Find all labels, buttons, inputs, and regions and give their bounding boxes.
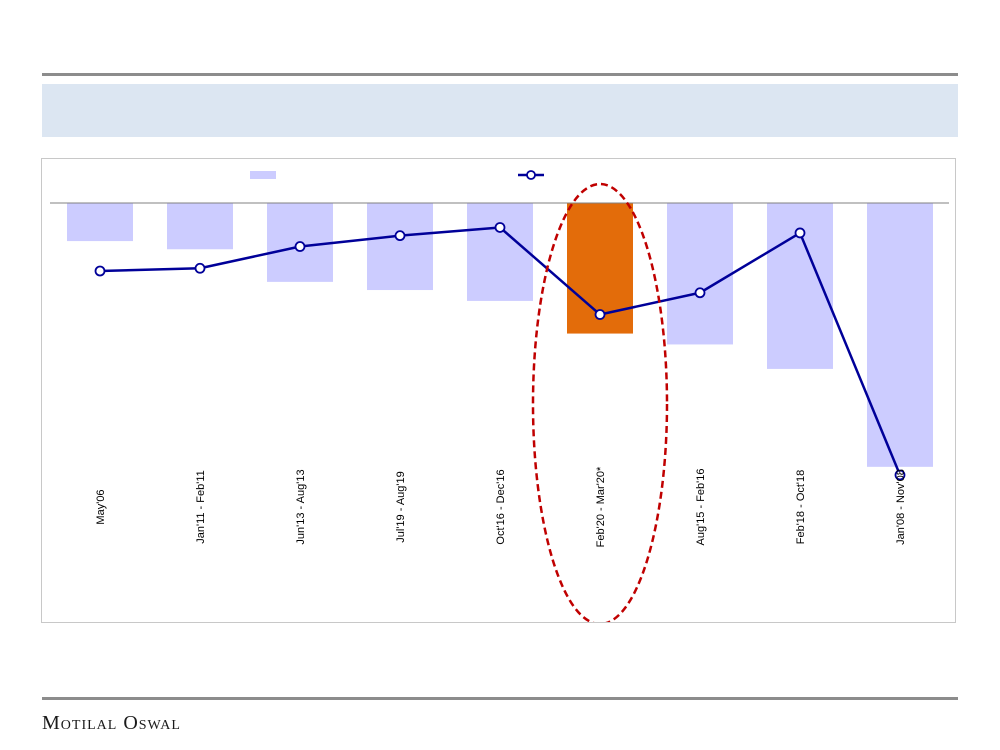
bar-4: [467, 203, 533, 301]
chart-frame: May'06 Jan'11 - Feb'11 Jun'13 - Aug'13 Jul'…: [41, 158, 956, 623]
legend-line-marker: [526, 170, 536, 180]
line-point-5: [594, 309, 606, 320]
x-tick-label-2: Jun'13 - Aug'13: [295, 469, 307, 544]
x-tick-label-6: Aug'15 - Feb'16: [695, 469, 707, 546]
line-point-8: [894, 469, 906, 481]
x-tick-label-7: Feb'18 - Oct'18: [795, 470, 807, 545]
bar-6: [667, 203, 733, 345]
x-tick-label-3: Jul'19 - Aug'19: [395, 471, 407, 542]
line-point-3: [394, 230, 406, 242]
x-tick-label-8: Jan'08 - Nov'08: [895, 469, 907, 545]
x-tick-label-1: Jan'11 - Feb'11: [195, 470, 207, 544]
bar-8: [867, 203, 933, 467]
x-tick-label-5: Feb'20 - Mar'20*: [595, 466, 607, 547]
top-divider: [42, 73, 958, 76]
x-tick-label-4: Oct'16 - Dec'16: [495, 469, 507, 544]
highlight-ellipse: [531, 182, 669, 622]
brand-logo: Motilal Oswal: [42, 712, 181, 734]
line-point-4: [494, 222, 506, 233]
x-tick-label-0: May'06: [95, 489, 107, 524]
line-point-6: [694, 287, 706, 299]
line-point-1: [194, 262, 206, 274]
legend-bar-swatch: [250, 171, 276, 179]
line-point-2: [294, 241, 306, 252]
title-band: [42, 84, 958, 137]
bar-1: [167, 203, 233, 250]
bar-3: [367, 203, 433, 291]
bottom-divider: [42, 697, 958, 700]
line-point-0: [94, 265, 106, 277]
line-point-7: [794, 227, 806, 239]
chart-area: May'06 Jan'11 - Feb'11 Jun'13 - Aug'13 Jul'…: [50, 170, 949, 622]
bar-0: [67, 203, 133, 242]
